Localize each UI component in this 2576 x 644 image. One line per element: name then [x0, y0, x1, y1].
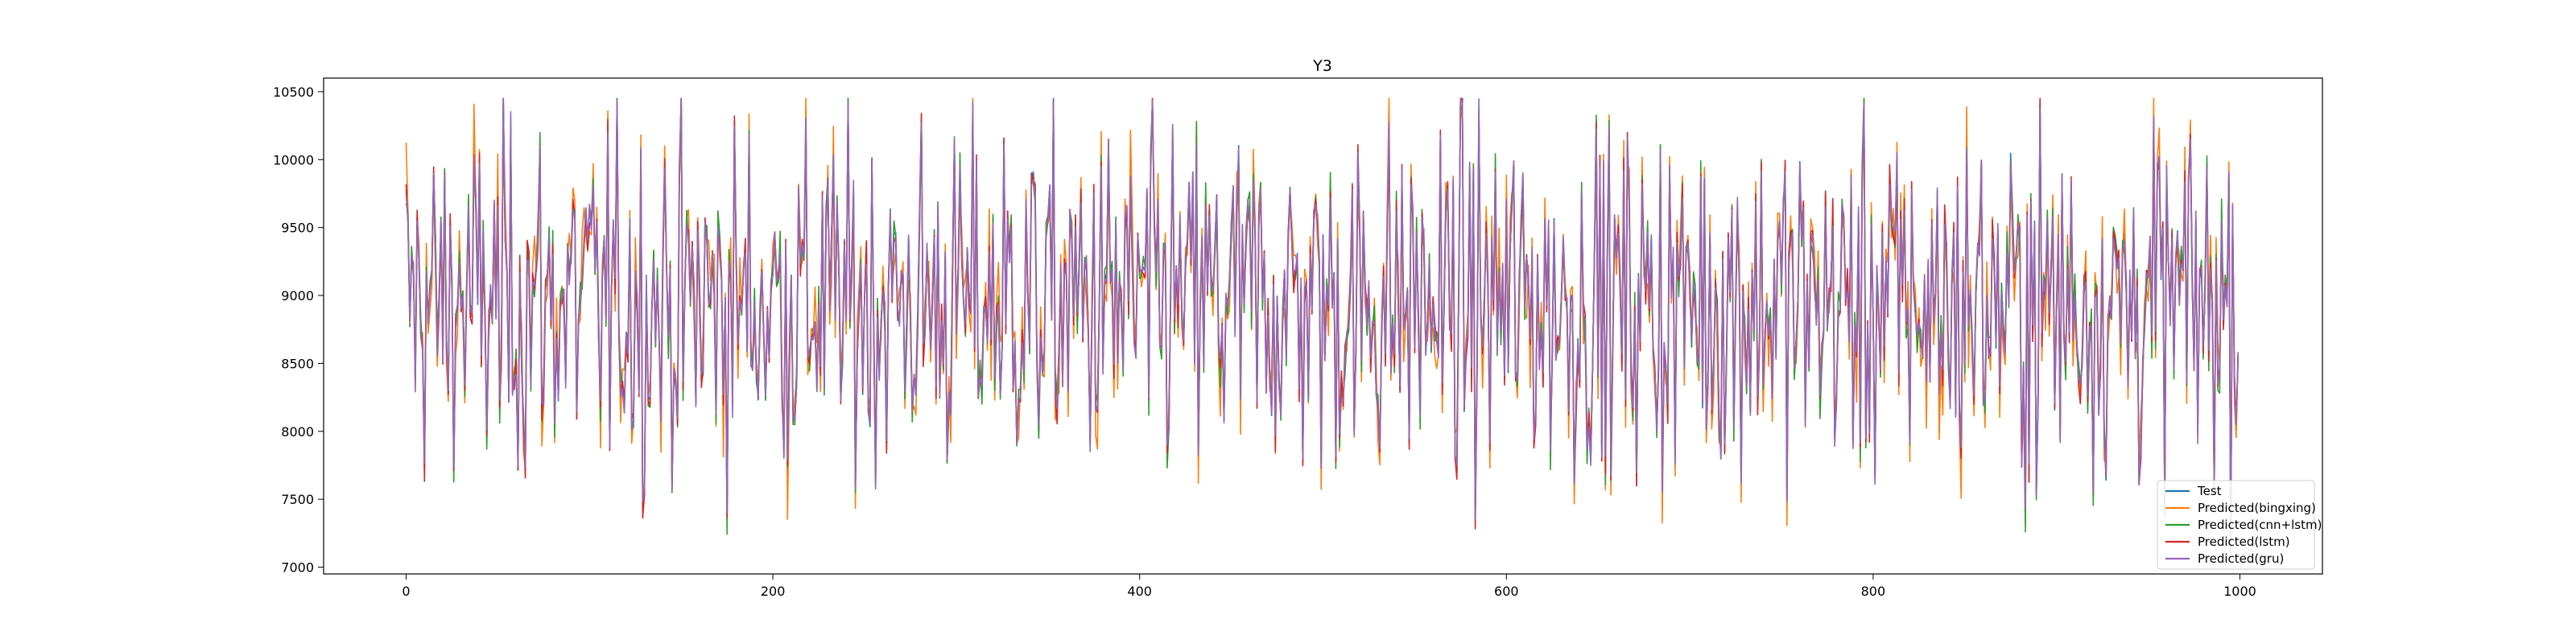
plot-area-frame	[323, 77, 2323, 575]
y-axis: 7000 7500 8000 8500 9000 9500 10000 10500	[273, 85, 324, 576]
y-tick-label-1: 7500	[281, 492, 314, 507]
x-tick-label-1: 200	[761, 584, 786, 599]
legend-label-4: Predicted(gru)	[2198, 551, 2284, 566]
y-tick-label-6: 10000	[273, 152, 314, 167]
x-axis: 0 200 400 600 800 1000	[402, 574, 2256, 599]
legend-label-1: Predicted(bingxing)	[2198, 501, 2316, 515]
y-tick-label-2: 8000	[281, 424, 314, 440]
chart-title: Y3	[1312, 57, 1332, 75]
series-line-4	[405, 97, 2239, 553]
x-tick-label-4: 800	[1861, 584, 1886, 599]
legend-label-3: Predicted(lstm)	[2198, 535, 2290, 549]
legend-box	[2157, 480, 2315, 570]
series-layer	[405, 97, 2239, 555]
y-tick-label-3: 8500	[281, 356, 314, 371]
y-tick-label-5: 9500	[281, 221, 314, 236]
legend-label-0: Test	[2197, 484, 2222, 498]
x-tick-label-2: 400	[1127, 584, 1152, 599]
x-tick-label-3: 600	[1494, 584, 1519, 599]
y-tick-label-4: 9000	[281, 288, 314, 303]
legend-label-2: Predicted(cnn+lstm)	[2198, 518, 2322, 532]
x-tick-label-0: 0	[402, 584, 410, 599]
y-tick-label-0: 7000	[281, 560, 314, 576]
legend: Test Predicted(bingxing) Predicted(cnn+lst…	[2157, 480, 2322, 570]
y-tick-label-7: 10500	[273, 85, 314, 100]
x-tick-label-5: 1000	[2223, 584, 2256, 599]
